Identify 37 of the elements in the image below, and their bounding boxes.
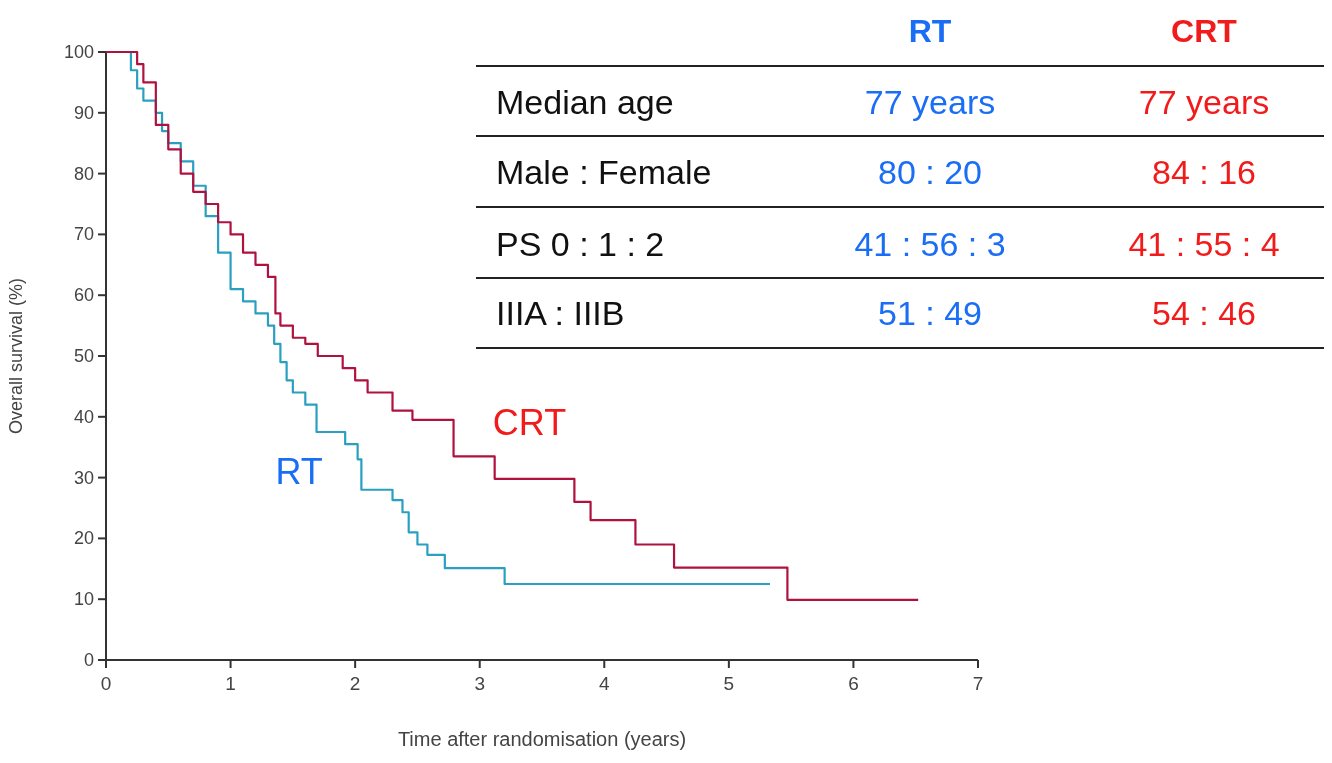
- series-label: RT: [275, 450, 323, 492]
- x-axis-title: Time after randomisation (years): [397, 728, 687, 750]
- annotation: IIIA : IIIB: [496, 294, 625, 332]
- annotation: Median age: [496, 83, 674, 121]
- y-axis-title: Overall survival (%): [6, 277, 26, 435]
- y-tick-label: 100: [63, 42, 94, 62]
- y-tick-label: 60: [73, 285, 94, 306]
- y-tick-label: 20: [73, 528, 94, 549]
- annotation: 51 : 49: [878, 294, 982, 332]
- series-label: CRT: [492, 402, 567, 444]
- text: 41 : 55 : 4: [1128, 225, 1280, 263]
- y-tick-label: 50: [73, 346, 94, 366]
- text: 77 years: [1138, 83, 1270, 121]
- x-tick-label: 5: [723, 673, 735, 694]
- annotation: 41 : 56 : 3: [854, 225, 1006, 263]
- text: RT: [908, 13, 952, 49]
- y-tick-label: 90: [73, 102, 94, 123]
- text: CRT: [1171, 13, 1238, 49]
- x-tick-label: 1: [225, 673, 236, 694]
- x-tick-label: 7: [972, 673, 984, 694]
- y-tick-label: 70: [73, 224, 94, 245]
- x-tick-label: 3: [474, 673, 485, 694]
- y-tick-label: 30: [73, 467, 94, 488]
- x-tick-label: 4: [599, 673, 610, 694]
- y-tick-label: 40: [73, 406, 94, 427]
- y-tick-label: 0: [83, 650, 94, 670]
- text: 84 : 16: [1152, 153, 1256, 191]
- x-tick-label: 0: [100, 673, 112, 694]
- x-tick-label: 2: [349, 673, 361, 694]
- text: 54 : 46: [1152, 294, 1256, 332]
- annotation: PS 0 : 1 : 2: [496, 225, 665, 263]
- x-tick-label: 6: [848, 673, 859, 694]
- annotation: 77 years: [864, 83, 996, 121]
- y-tick-label: 80: [73, 163, 94, 184]
- annotation: 80 : 20: [878, 153, 982, 191]
- y-tick-label: 10: [73, 589, 94, 610]
- annotation: Male : Female: [496, 153, 712, 191]
